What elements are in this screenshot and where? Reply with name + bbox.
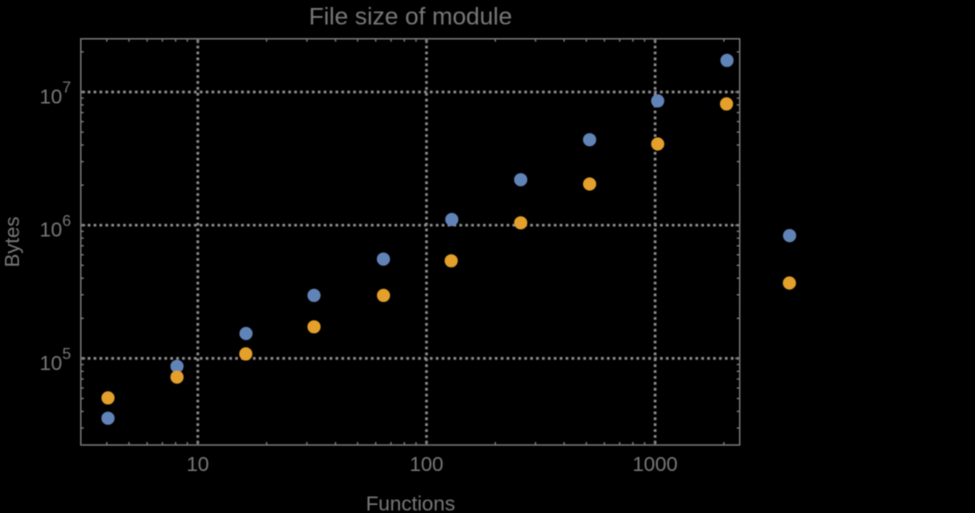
svg-text:Functions: Functions [366, 492, 455, 513]
svg-text:1000: 1000 [633, 454, 678, 476]
svg-text:100: 100 [410, 454, 444, 476]
svg-text:10: 10 [187, 454, 210, 476]
svg-text:Bytes: Bytes [2, 217, 24, 268]
svg-text:File size of module: File size of module [309, 4, 512, 31]
